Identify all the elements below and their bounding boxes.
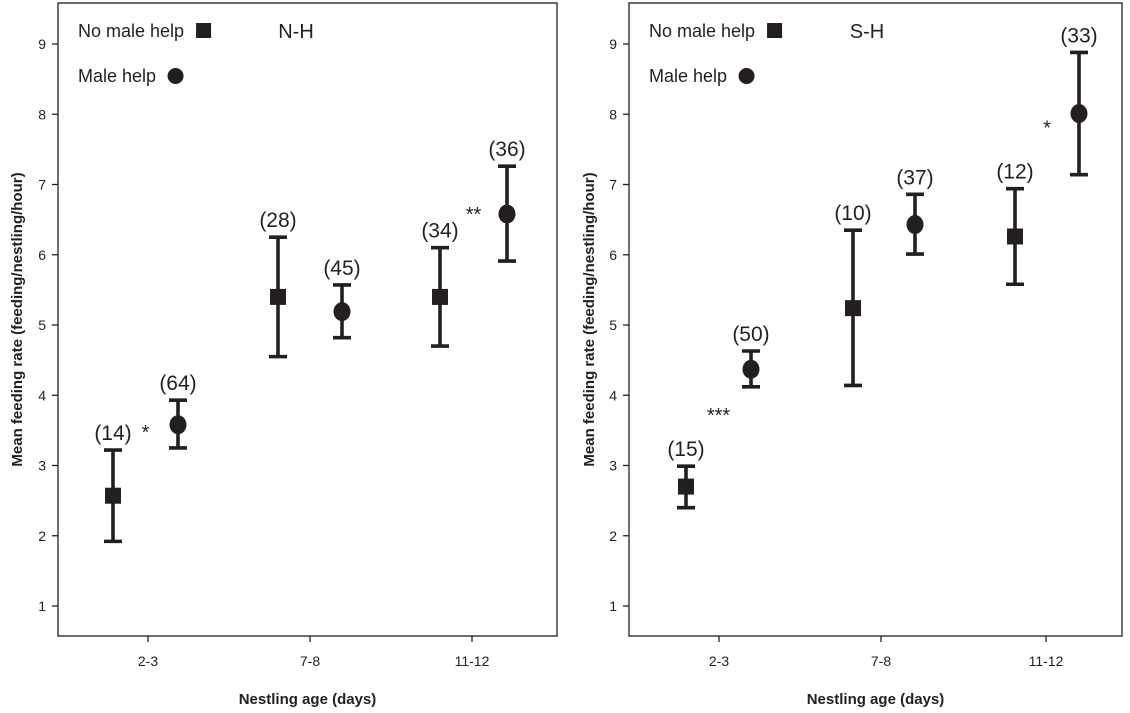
legend-label: Male help [649,66,727,86]
significance-label: * [1043,118,1051,140]
data-point-square [105,487,121,504]
significance-label: *** [707,405,731,427]
data-point-square [678,478,694,495]
y-tick-label: 9 [609,36,617,52]
legend-label: No male help [649,21,755,41]
plot-frame [57,2,558,637]
legend-marker-circle [738,68,755,84]
y-tick-label: 4 [38,387,46,403]
y-axis-title: Mean feeding rate (feeding/nestling/hour… [9,172,26,466]
legend-marker-square [196,23,212,38]
legend-label: No male help [78,21,184,41]
x-tick-label: 2-3 [138,653,158,669]
y-tick-label: 9 [38,36,46,52]
sample-size-label: (15) [667,438,704,461]
x-axis-title: Nestling age (days) [239,691,377,708]
panel-title: S-H [850,21,884,43]
x-tick-label: 11-12 [455,653,490,669]
data-point-square [432,288,448,305]
x-tick-label: 11-12 [1029,653,1064,669]
y-tick-label: 3 [609,458,617,474]
data-point-circle [1070,104,1088,124]
sample-size-label: (14) [94,422,131,445]
significance-label: ** [466,204,482,226]
y-tick-label: 8 [609,106,617,122]
sample-size-label: (34) [421,220,458,243]
y-tick-label: 5 [38,317,46,333]
legend-marker-circle [167,68,184,84]
plot-frame [628,2,1123,637]
x-axis-title: Nestling age (days) [807,691,945,708]
y-tick-label: 6 [38,247,46,263]
x-tick-label: 7-8 [300,653,320,669]
y-tick-label: 1 [609,598,617,614]
chart-panel-2: 1 2 3 4 5 6 7 8 9 2-3 7-8 11-12 Nestling age (days) M… [581,2,1123,708]
y-axis-title: Mean feeding rate (feeding/nestling/hour… [581,172,598,466]
legend-marker-square [767,23,783,38]
sample-size-label: (37) [896,166,933,189]
y-tick-label: 3 [38,458,46,474]
y-tick-label: 2 [38,528,46,544]
y-tick-label: 7 [609,177,617,193]
x-tick-label: 7-8 [871,653,891,669]
data-point-circle [742,359,760,379]
sample-size-label: (50) [732,323,769,346]
data-point-circle [169,415,187,435]
legend-label: Male help [78,66,156,86]
data-point-square [845,300,861,317]
sample-size-label: (36) [488,138,525,161]
y-tick-label: 2 [609,528,617,544]
y-tick-label: 7 [38,177,46,193]
y-tick-label: 1 [38,598,46,614]
y-tick-label: 6 [609,247,617,263]
chart-panel-1: 1 2 3 4 5 6 7 8 9 2-3 7-8 11-12 Nestling age (days) M… [9,2,558,708]
data-point-square [270,288,286,305]
significance-label: * [142,422,150,444]
data-point-circle [333,302,351,322]
x-tick-label: 2-3 [709,653,729,669]
sample-size-label: (10) [834,202,871,225]
y-tick-label: 8 [38,106,46,122]
sample-size-label: (64) [159,372,196,395]
data-point-circle [498,204,516,224]
y-tick-label: 5 [609,317,617,333]
sample-size-label: (12) [996,161,1033,184]
sample-size-label: (33) [1060,24,1097,47]
data-point-square [1007,228,1023,245]
y-tick-label: 4 [609,387,617,403]
sample-size-label: (28) [259,209,296,232]
panel-title: N-H [278,21,314,43]
sample-size-label: (45) [323,257,360,280]
data-point-circle [906,215,924,235]
